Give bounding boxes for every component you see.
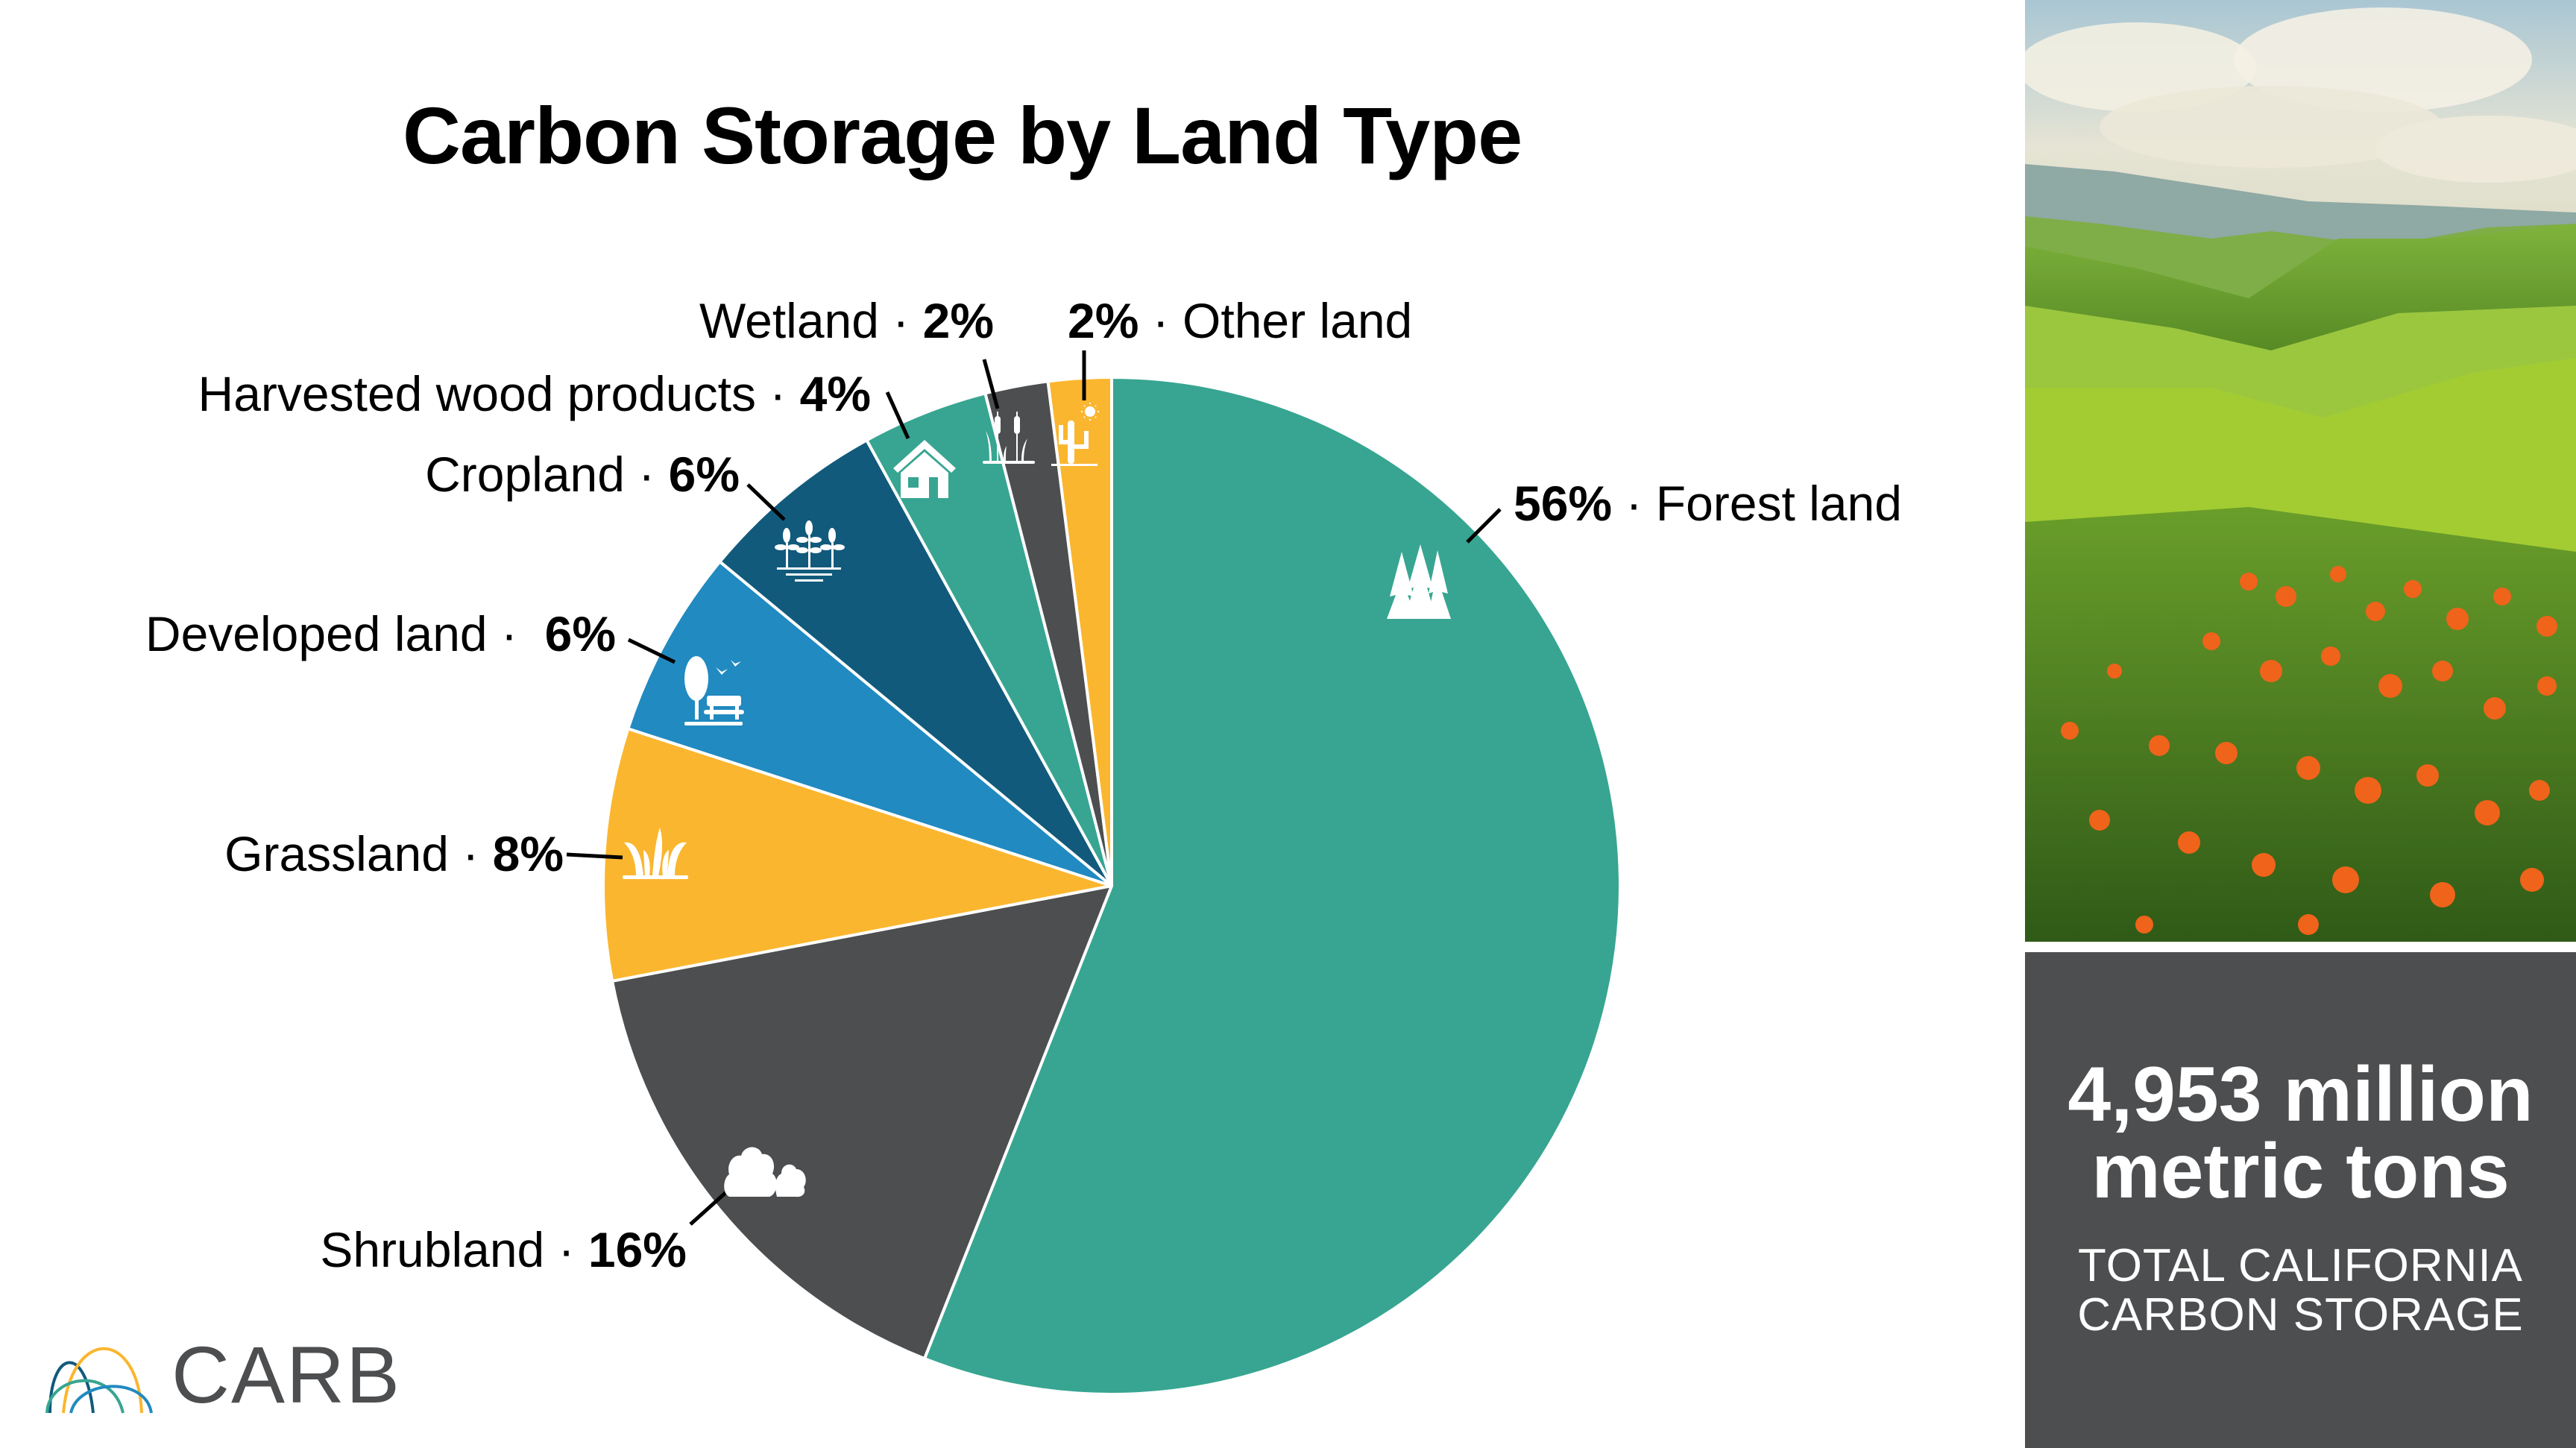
other-sep: · — [1139, 293, 1183, 348]
label-wetland: Wetland · 2% — [699, 296, 994, 345]
forest-sep: · — [1612, 476, 1656, 531]
grass-icon — [623, 828, 688, 879]
grassland-pct: 8% — [492, 826, 564, 881]
total-storage-panel: 4,953 million metric tons TOTAL CALIFORN… — [2025, 952, 2576, 1448]
crops-icon — [775, 520, 845, 582]
label-hwp: Harvested wood products · 4% — [198, 369, 871, 418]
grassland-name: Grassland — [224, 826, 449, 881]
leader-line-cropland — [746, 483, 786, 521]
chart-title: Carbon Storage by Land Type — [403, 90, 1522, 180]
hwp-sep: · — [755, 366, 800, 421]
developed-pct: 6% — [544, 606, 616, 661]
grassland-sep: · — [448, 826, 493, 881]
other-pct: 2% — [1068, 293, 1139, 348]
total-storage-caption: TOTAL CALIFORNIA CARBON STORAGE — [2025, 1241, 2576, 1340]
shrubland-pct: 16% — [588, 1222, 687, 1277]
total-storage-value: 4,953 million metric tons — [2025, 1051, 2576, 1215]
cropland-sep: · — [624, 447, 669, 502]
cattails-icon — [983, 412, 1035, 464]
pie-slice-other-land — [1046, 376, 1113, 887]
developed-sep: · — [487, 606, 545, 661]
pie-chart — [566, 350, 1622, 1396]
carb-logo: CARB — [41, 1335, 400, 1417]
cactus-sun-icon — [1051, 403, 1099, 466]
developed-name: Developed land — [145, 606, 488, 661]
leader-line-wetland — [982, 359, 1000, 409]
forest-pct: 56% — [1514, 476, 1613, 531]
cropland-name: Cropland — [425, 447, 625, 502]
pie-slice-shrubland — [611, 884, 1113, 1361]
forest-name: Forest land — [1655, 476, 1902, 531]
pie-slice-developed-land — [626, 560, 1113, 887]
label-shrubland: Shrubland · 16% — [320, 1225, 687, 1274]
photo-illustration — [2025, 0, 2576, 942]
label-grassland: Grassland · 8% — [224, 829, 564, 878]
wetland-name: Wetland — [699, 293, 879, 348]
leader-line-forest — [1466, 508, 1502, 544]
pie-slices — [602, 376, 1622, 1396]
landscape-photo — [2025, 0, 2576, 942]
shrubland-name: Shrubland — [320, 1222, 545, 1277]
wetland-sep: · — [878, 293, 923, 348]
leader-lines — [566, 350, 1502, 1226]
hwp-pct: 4% — [799, 366, 871, 421]
leader-line-shrubland — [689, 1190, 728, 1226]
total-value-line2: metric tons — [2091, 1128, 2510, 1215]
pie-slice-grassland — [602, 727, 1113, 983]
leader-line-grassland — [566, 852, 623, 860]
total-value-line1: 4,953 million — [2068, 1051, 2534, 1138]
pie-slice-forest-land — [922, 376, 1622, 1396]
leader-line-developed — [627, 638, 676, 664]
label-other: 2% · Other land — [1068, 296, 1412, 345]
other-name: Other land — [1182, 293, 1413, 348]
slice-icons — [623, 403, 1451, 1197]
trees-icon — [1387, 544, 1451, 619]
shrubs-icon — [724, 1147, 806, 1197]
park-bench-icon — [684, 656, 744, 725]
caption-line2: CARBON STORAGE — [2077, 1289, 2524, 1341]
label-forest: 56% · Forest land — [1514, 479, 1902, 528]
leader-line-hwp — [885, 391, 910, 440]
house-icon — [893, 440, 956, 498]
carb-logo-text: CARB — [171, 1329, 402, 1420]
hwp-name: Harvested wood products — [198, 366, 756, 421]
cropland-pct: 6% — [668, 447, 740, 502]
shrubland-sep: · — [544, 1222, 588, 1277]
carb-arcs-icon — [45, 1347, 153, 1414]
label-cropland: Cropland · 6% — [425, 450, 740, 499]
caption-line1: TOTAL CALIFORNIA — [2077, 1240, 2524, 1291]
wetland-pct: 2% — [922, 293, 994, 348]
label-developed: Developed land · 6% — [145, 609, 616, 658]
